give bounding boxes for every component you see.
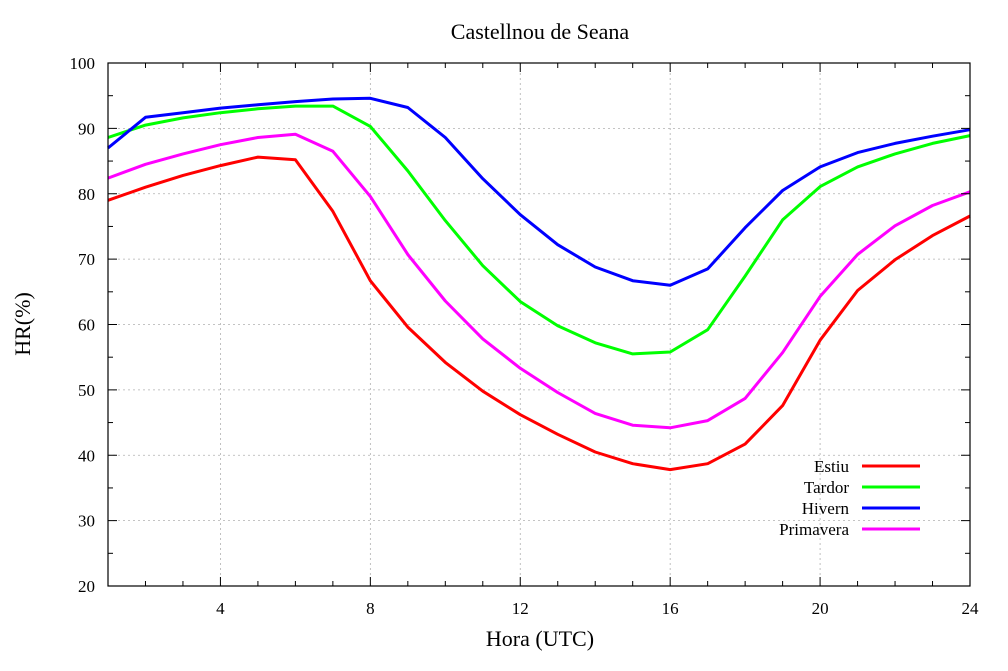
y-tick-label: 20	[78, 577, 95, 596]
series-line-estiu	[107, 155, 971, 472]
legend-label: Primavera	[779, 520, 849, 539]
y-axis-label: HR(%)	[10, 292, 35, 356]
y-tick-label: 80	[78, 185, 95, 204]
x-tick-label: 24	[962, 599, 980, 618]
y-tick-label: 50	[78, 381, 95, 400]
y-tick-label: 100	[70, 54, 96, 73]
legend-label: Hivern	[802, 499, 850, 518]
y-tick-label: 90	[78, 119, 95, 138]
x-axis-label: Hora (UTC)	[486, 626, 594, 651]
x-tick-label: 16	[662, 599, 679, 618]
legend-label: Estiu	[814, 457, 849, 476]
series-line-primavera	[107, 132, 971, 430]
y-tick-label: 40	[78, 446, 95, 465]
series-line-tardor	[107, 104, 971, 356]
y-tick-label: 30	[78, 512, 95, 531]
tick-labels: 20 30 40 50 60 70 80 90 100 4 8 12 16 20 24	[70, 54, 980, 618]
legend: Estiu Tardor Hivern Primavera	[779, 457, 920, 539]
x-tick-label: 8	[366, 599, 375, 618]
axis-ticks	[107, 62, 971, 587]
grid-lines	[108, 63, 970, 586]
x-tick-label: 12	[512, 599, 529, 618]
x-tick-label: 20	[812, 599, 829, 618]
series-lines	[107, 96, 971, 472]
y-tick-label: 70	[78, 250, 95, 269]
y-tick-label: 60	[78, 316, 95, 335]
chart-title: Castellnou de Seana	[451, 19, 630, 44]
legend-label: Tardor	[804, 478, 849, 497]
x-tick-label: 4	[216, 599, 225, 618]
series-line-hivern	[107, 96, 971, 287]
